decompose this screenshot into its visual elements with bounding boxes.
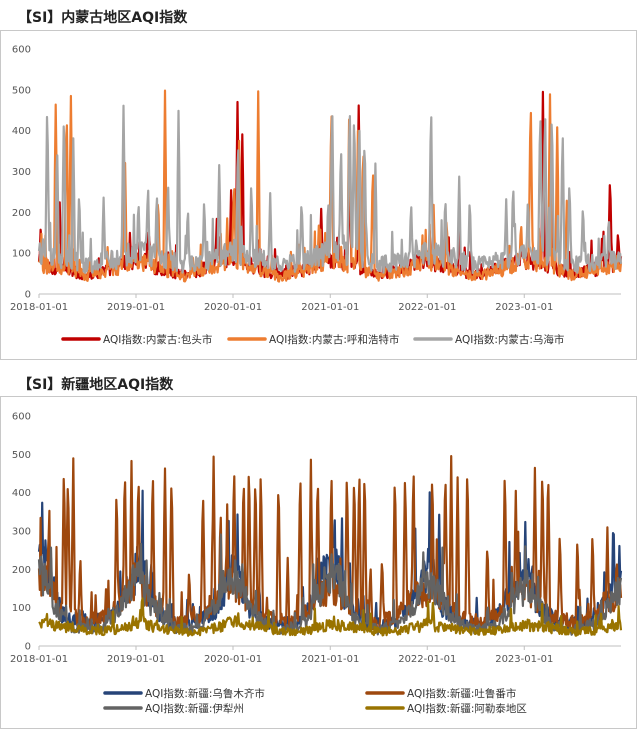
y-tick-label: 400 bbox=[12, 488, 31, 499]
series-line bbox=[37, 533, 623, 636]
legend-label: AQI指数:内蒙古:乌海市 bbox=[455, 333, 564, 346]
y-tick-label: 500 bbox=[12, 85, 31, 96]
x-tick-label: 2019-01-01 bbox=[107, 302, 165, 313]
y-tick-label: 600 bbox=[12, 45, 31, 56]
y-tick-label: 600 bbox=[12, 412, 31, 423]
y-tick-label: 0 bbox=[25, 290, 31, 301]
chart-inner-mongolia: 0 100 200 300 400 500 600 2018-01-01 2019-01-01 2… bbox=[10, 45, 623, 346]
x-tick-label: 2020-01-01 bbox=[204, 654, 262, 665]
x-tick-label: 2020-01-01 bbox=[204, 302, 262, 313]
x-tick-label: 2019-01-01 bbox=[107, 654, 165, 665]
x-tick-label: 2023-01-01 bbox=[495, 654, 553, 665]
series-line bbox=[38, 597, 623, 637]
y-tick-label: 400 bbox=[12, 126, 31, 137]
x-tick-label: 2018-01-01 bbox=[10, 302, 68, 313]
chart-xinjiang: 0 100 200 300 400 500 600 2018-01-01 2019-01-01 2… bbox=[10, 412, 623, 715]
x-tick-label: 2018-01-01 bbox=[10, 654, 68, 665]
x-tick-label: 2022-01-01 bbox=[398, 302, 456, 313]
chart-panel-inner-mongolia: 0 100 200 300 400 500 600 2018-01-01 2019-01-01 2… bbox=[0, 30, 637, 360]
y-tick-label: 0 bbox=[25, 642, 31, 653]
chart-title-inner-mongolia: 【SI】内蒙古地区AQI指数 bbox=[18, 10, 188, 26]
x-tick-label: 2022-01-01 bbox=[398, 654, 456, 665]
y-tick-label: 100 bbox=[12, 603, 31, 614]
legend-label: AQI指数:新疆:伊犁州 bbox=[145, 702, 244, 715]
x-tick-label: 2023-01-01 bbox=[495, 302, 553, 313]
legend-label: AQI指数:新疆:吐鲁番市 bbox=[407, 687, 516, 700]
y-tick-label: 300 bbox=[12, 527, 31, 538]
legend-label: AQI指数:内蒙古:呼和浩特市 bbox=[269, 333, 399, 346]
legend-label: AQI指数:内蒙古:包头市 bbox=[103, 333, 212, 346]
y-tick-label: 100 bbox=[12, 249, 31, 260]
legend-label: AQI指数:新疆:乌鲁木齐市 bbox=[145, 687, 265, 700]
y-tick-label: 500 bbox=[12, 450, 31, 461]
x-tick-label: 2021-01-01 bbox=[301, 654, 359, 665]
y-tick-label: 200 bbox=[12, 208, 31, 219]
chart-panel-xinjiang: 0 100 200 300 400 500 600 2018-01-01 2019-01-01 2… bbox=[0, 396, 637, 729]
legend-label: AQI指数:新疆:阿勒泰地区 bbox=[407, 702, 527, 715]
x-tick-label: 2021-01-01 bbox=[301, 302, 359, 313]
series-line bbox=[37, 104, 623, 274]
y-tick-label: 300 bbox=[12, 167, 31, 178]
y-tick-label: 200 bbox=[12, 565, 31, 576]
chart-title-xinjiang: 【SI】新疆地区AQI指数 bbox=[18, 377, 174, 393]
